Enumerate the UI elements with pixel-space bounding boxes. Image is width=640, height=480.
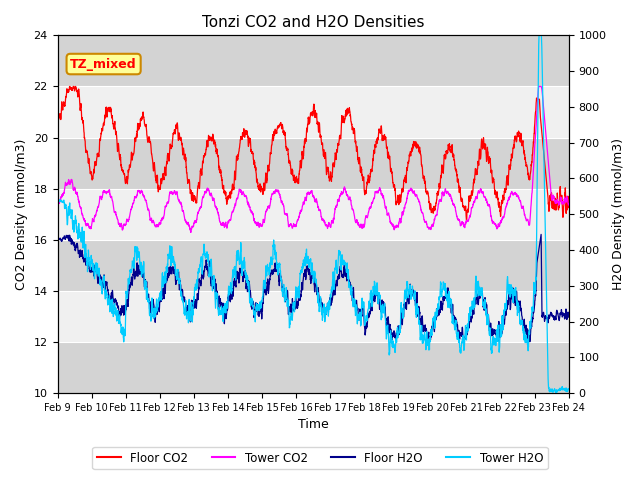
Bar <box>58 138 569 189</box>
Bar <box>58 36 569 86</box>
Bar <box>58 240 569 291</box>
Bar <box>58 342 569 393</box>
Text: TZ_mixed: TZ_mixed <box>70 58 137 71</box>
Y-axis label: CO2 Density (mmol/m3): CO2 Density (mmol/m3) <box>15 139 28 290</box>
Bar <box>58 86 569 138</box>
Bar <box>58 291 569 342</box>
X-axis label: Time: Time <box>298 419 328 432</box>
Legend: Floor CO2, Tower CO2, Floor H2O, Tower H2O: Floor CO2, Tower CO2, Floor H2O, Tower H… <box>92 447 548 469</box>
Bar <box>58 189 569 240</box>
Title: Tonzi CO2 and H2O Densities: Tonzi CO2 and H2O Densities <box>202 15 424 30</box>
Y-axis label: H2O Density (mmol/m3): H2O Density (mmol/m3) <box>612 138 625 290</box>
